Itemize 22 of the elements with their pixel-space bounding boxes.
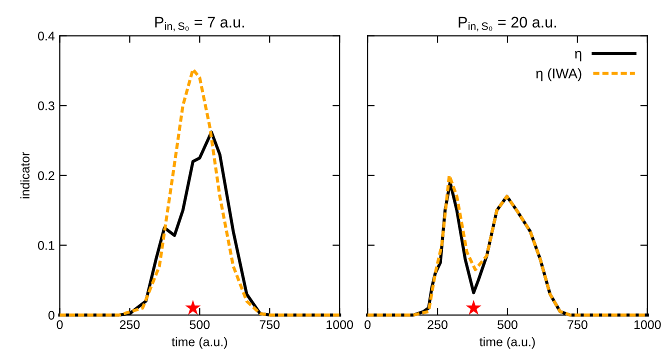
x-axis-title: time (a.u.) bbox=[480, 337, 535, 349]
x-tick-label: 750 bbox=[568, 320, 588, 330]
legend-label: η bbox=[575, 50, 582, 62]
x-axis-title: time (a.u.) bbox=[172, 337, 228, 349]
legend-label: η (IWA) bbox=[536, 68, 582, 82]
x-tick-label: 250 bbox=[428, 320, 448, 330]
y-axis-title: indicator bbox=[20, 152, 30, 198]
y-tick-label: 0.2 bbox=[38, 171, 54, 180]
chart-title: P$_{in,S₀}$ = 20 a.u. bbox=[458, 16, 556, 32]
x-tick-label: 500 bbox=[498, 320, 518, 330]
y-tick-label: 0.3 bbox=[38, 101, 54, 110]
x-tick-label: 1000 bbox=[326, 320, 354, 330]
y-tick-label: 0.1 bbox=[38, 241, 54, 250]
y-tick-label: 0 bbox=[48, 310, 54, 320]
y-tick-label: 0.4 bbox=[38, 32, 55, 40]
x-tick-label: 750 bbox=[260, 320, 280, 330]
chart-title: P$_{in,S₀}$ = 7 a.u. bbox=[155, 16, 244, 32]
x-tick-label: 0 bbox=[364, 320, 371, 330]
x-tick-label: 500 bbox=[190, 320, 210, 330]
x-tick-label: 0 bbox=[56, 320, 63, 330]
x-tick-label: 250 bbox=[120, 320, 140, 330]
x-tick-label: 1000 bbox=[634, 320, 661, 330]
